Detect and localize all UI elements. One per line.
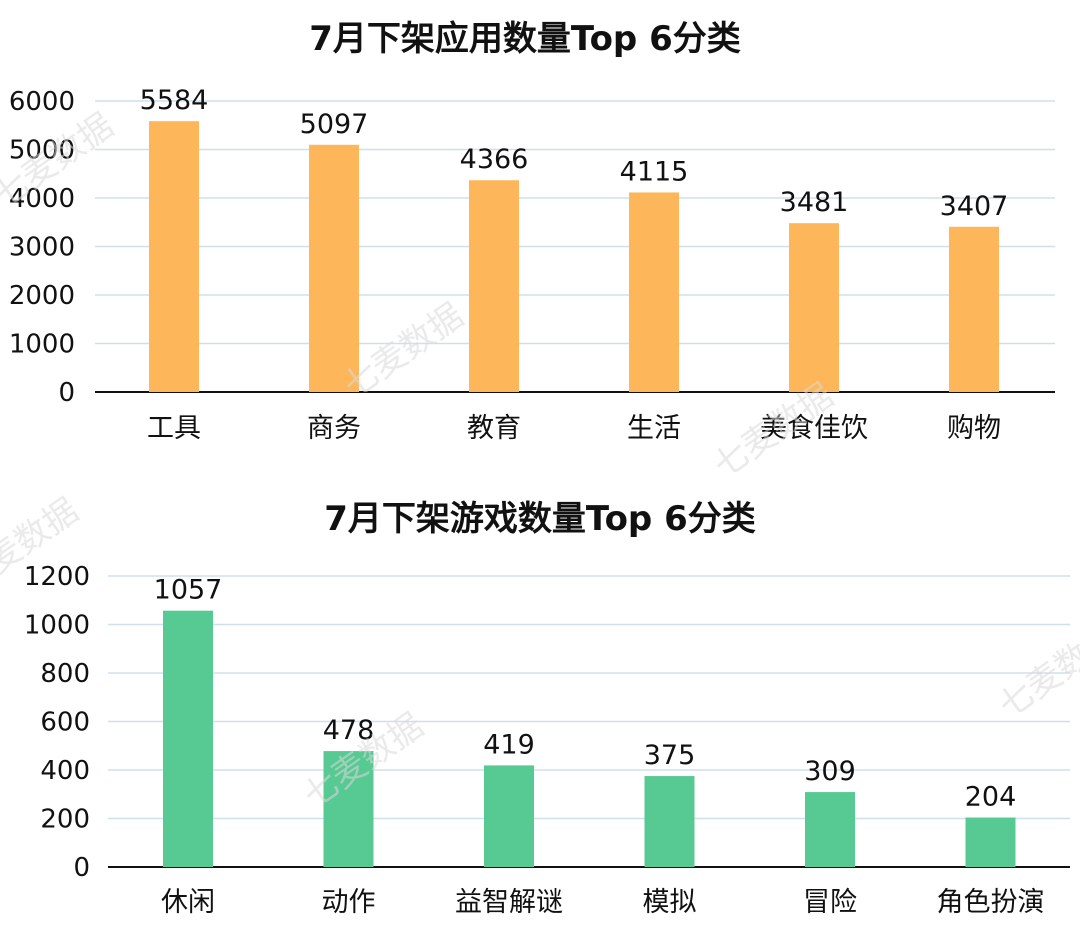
chart2-bar: [965, 817, 1016, 867]
chart1-category-label: 工具: [147, 413, 201, 444]
chart1-data-label: 5097: [300, 109, 369, 140]
chart1-data-label: 5584: [140, 85, 209, 116]
chart2-y-tick-label: 600: [40, 708, 90, 738]
chart2-data-label: 1057: [154, 575, 223, 606]
chart2-category-label: 益智解谜: [455, 887, 563, 918]
chart2-data-label: 478: [323, 715, 375, 746]
chart1-category-label: 教育: [467, 413, 521, 444]
chart1-bar: [789, 223, 839, 392]
chart2-bar: [484, 765, 534, 867]
chart1-y-tick-label: 1000: [9, 330, 75, 360]
chart1-y-tick-label: 0: [58, 378, 75, 408]
chart2-data-label: 309: [804, 756, 856, 787]
chart1-category-label: 生活: [627, 413, 681, 444]
chart2-bar: [805, 792, 855, 867]
chart2-y-tick-label: 400: [40, 756, 90, 786]
chart2-y-tick-label: 800: [40, 659, 90, 689]
chart1-category-label: 购物: [947, 413, 1001, 444]
chart2-y-tick-label: 1000: [24, 611, 90, 641]
chart2-category-label: 冒险: [803, 887, 857, 918]
watermark-text: 七麦数据: [992, 616, 1080, 727]
chart2-data-label: 204: [965, 782, 1017, 813]
chart1-y-tick-label: 6000: [9, 87, 75, 117]
footer-brand-text: 大数跨境: [52, 896, 140, 921]
chart1-title: 7月下架应用数量Top 6分类: [309, 19, 741, 59]
chart2-data-label: 419: [483, 729, 535, 760]
chart2-category-label: 模拟: [643, 887, 697, 918]
chart1-y-tick-label: 3000: [9, 233, 75, 263]
chart1-bar: [469, 180, 519, 392]
chart2-bar: [163, 610, 213, 867]
chart2-title: 7月下架游戏数量Top 6分类: [324, 499, 756, 539]
chart1-y-tick-label: 4000: [9, 184, 75, 214]
chart1-data-label: 3407: [940, 191, 1009, 222]
chart2-bar: [323, 751, 374, 867]
chart2-bar: [644, 776, 695, 867]
chart2-category-label: 动作: [322, 887, 376, 918]
chart2-data-label: 375: [644, 740, 696, 771]
chart1-category-label: 商务: [307, 413, 361, 444]
chart2-y-tick-label: 0: [73, 853, 90, 883]
chart1-y-tick-label: 2000: [9, 281, 75, 311]
chart1-data-label: 3481: [780, 187, 849, 218]
chart1-bar: [949, 226, 999, 392]
chart1-bar: [309, 144, 359, 392]
chart2-category-label: 休闲: [161, 887, 215, 918]
chart2-y-tick-label: 1200: [24, 562, 90, 592]
chart1-data-label: 4366: [460, 144, 529, 175]
chart1-bar: [629, 192, 679, 392]
chart1-y-tick-label: 5000: [9, 136, 75, 166]
chart1-category-label: 美食佳饮: [760, 413, 868, 444]
chart1-bar: [149, 121, 199, 393]
chart2-y-tick-label: 200: [40, 805, 90, 835]
chart2-category-label: 角色扮演: [937, 887, 1045, 918]
chart1-data-label: 4115: [620, 156, 689, 187]
